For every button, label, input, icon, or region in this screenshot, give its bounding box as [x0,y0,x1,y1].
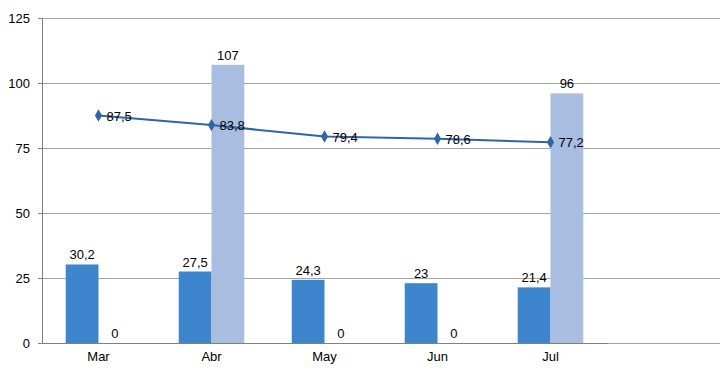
bar [438,343,471,344]
marker [434,132,441,144]
y-tick-mark [38,148,42,149]
grid-line [42,148,720,149]
y-tick-mark [38,18,42,19]
data-label: 77,2 [559,135,584,150]
line [99,116,551,143]
data-label: 79,4 [333,130,358,145]
bar [99,343,132,344]
bar-series [212,65,584,343]
y-tick-mark [38,83,42,84]
y-tick: 50 [16,206,42,221]
y-tick-mark [38,278,42,279]
y-tick-label: 75 [16,141,30,156]
bar [325,343,358,344]
y-tick-mark [38,343,42,344]
data-label: 96 [560,76,574,91]
y-tick-label: 50 [16,206,30,221]
bar [212,65,245,343]
x-axis: Mar Abr May Jun Jul [43,343,608,364]
data-label: 0 [450,326,457,341]
bar [518,287,551,343]
x-tick: Jul [542,343,559,364]
x-tick: May [312,343,337,364]
x-tick: Jun [427,343,448,364]
bar [405,283,438,343]
grid-line [42,213,720,214]
data-label: 0 [111,326,118,341]
data-label: 21,4 [521,270,546,285]
y-tick: 25 [16,271,42,286]
data-label: 27,5 [182,255,207,270]
y-axis-line [42,19,43,344]
data-labels: 30,2 27,5 24,3 23 21,4 0 107 0 0 96 87,5 83,8 79,4 78… [69,48,583,341]
y-tick: 0 [23,336,42,351]
marker [321,130,328,142]
chart: 0 25 50 75 100 125 Mar Abr May Jun Jul 30,2 27,5 24,3… [0,0,728,371]
plot-area [66,65,584,343]
data-label: 107 [217,48,239,63]
x-tick-label: Jun [427,349,448,364]
data-label: 87,5 [107,109,132,124]
y-tick-label: 25 [16,271,30,286]
y-tick-label: 125 [8,11,30,26]
x-tick: Abr [201,343,222,364]
grid-line [42,278,720,279]
marker [547,136,554,148]
grid [42,18,720,343]
grid-line [42,343,720,344]
data-label: 78,6 [446,132,471,147]
grid-line [42,83,720,84]
marker [95,109,102,121]
y-axis: 0 25 50 75 100 125 [8,11,42,351]
bar [551,93,584,343]
data-label: 30,2 [69,247,94,262]
y-tick-label: 100 [8,76,30,91]
bar [179,272,212,344]
x-tick-label: Mar [87,349,110,364]
y-tick-label: 0 [23,336,30,351]
line-series [95,109,554,148]
data-label: 24,3 [295,263,320,278]
bar [66,264,99,343]
data-label: 83,8 [220,118,245,133]
y-tick-mark [38,213,42,214]
x-tick-label: Jul [542,349,559,364]
y-tick: 125 [8,11,42,26]
data-label: 23 [414,266,428,281]
x-tick-label: May [312,349,337,364]
x-axis-line [43,343,608,344]
x-tick: Mar [87,343,110,364]
y-tick: 100 [8,76,42,91]
x-tick-label: Abr [201,349,222,364]
grid-line [42,18,720,19]
marker [208,119,215,131]
y-tick: 75 [16,141,42,156]
data-label: 0 [337,326,344,341]
bar [292,280,325,343]
